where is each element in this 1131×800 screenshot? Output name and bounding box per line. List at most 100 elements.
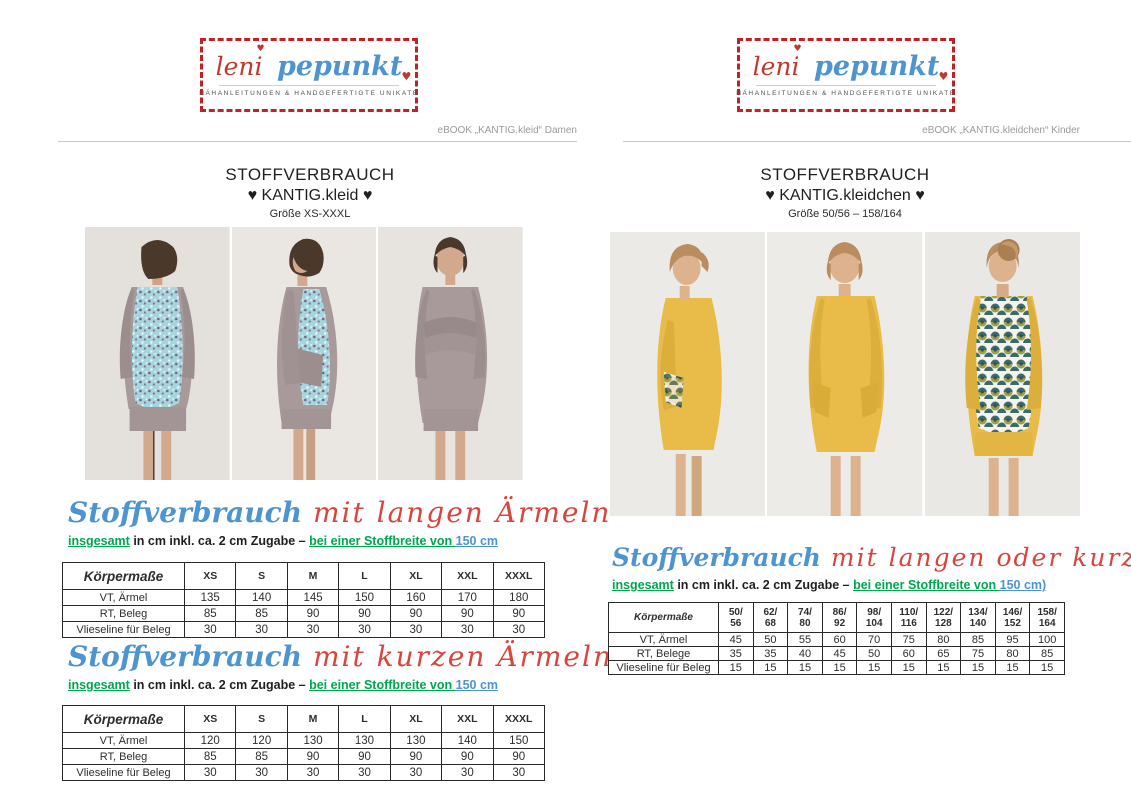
ebook-label-right: eBOOK „KANTIG.kleidchen“ Kinder xyxy=(922,125,1080,136)
table-cell: 100 xyxy=(1029,632,1065,647)
row-label: Vlieseline für Beleg xyxy=(62,764,185,781)
table-cell: 30 xyxy=(492,621,546,638)
row-label: VT, Ärmel xyxy=(608,632,719,647)
size-column-header: XS xyxy=(183,562,237,590)
table-cell: 60 xyxy=(890,646,927,661)
size-column-header: M xyxy=(286,705,340,733)
table-cell: 85 xyxy=(1029,646,1065,661)
table-cell: 135 xyxy=(183,589,237,606)
heading-word-stoffverbrauch: Stoffverbrauch xyxy=(612,543,821,572)
table-row: Vlieseline für Beleg 30 30 30 30 30 30 30 xyxy=(62,621,546,638)
kids-dress-photo-front-view xyxy=(767,232,923,516)
size-column-header: 50/56 xyxy=(718,602,754,633)
table-cell: 30 xyxy=(286,621,340,638)
table-row: VT, Ärmel 45 50 55 60 70 75 80 85 95 100 xyxy=(608,632,1065,647)
size-column-header: L xyxy=(338,705,391,733)
size-column-header: 146/152 xyxy=(994,602,1031,633)
table-cell: 130 xyxy=(286,732,340,749)
brand-name-pepunkt: pepunkt ♥ xyxy=(276,51,412,83)
brand-tagline: NÄHANLEITUNGEN & HANDGEFERTIGTE UNIKATE xyxy=(736,90,956,97)
table-cell: 30 xyxy=(286,764,340,781)
size-column-header: XXL xyxy=(441,705,494,733)
row-label: RT, Beleg xyxy=(62,748,185,765)
brand-name: leni ♥ pepunkt ♥ xyxy=(216,45,412,83)
note-insgesamt: insgesamt xyxy=(68,534,130,548)
note-width-value: 150 cm) xyxy=(999,578,1047,592)
heading-words-sleeve-variant: mit langen oder kurzen Ärmeln xyxy=(830,543,1131,572)
table-cell: 90 xyxy=(338,748,391,765)
size-column-header: L xyxy=(338,562,391,590)
size-column-header: XL xyxy=(389,705,443,733)
table-cell: 50 xyxy=(856,646,892,661)
table-cell: 30 xyxy=(389,621,443,638)
photo-strip-women xyxy=(85,227,524,480)
kids-dress-photo-back-view xyxy=(924,232,1080,516)
table-cell: 15 xyxy=(925,660,962,675)
table-cell: 180 xyxy=(492,589,546,606)
table-row: RT, Beleg 85 85 90 90 90 90 90 xyxy=(62,605,546,622)
table-cell: 90 xyxy=(338,605,391,622)
table-cell: 60 xyxy=(821,632,858,647)
header-rule-right xyxy=(623,141,1131,142)
table-cell: 95 xyxy=(994,632,1031,647)
table-cell: 45 xyxy=(821,646,858,661)
note-width-value: 150 cm xyxy=(455,678,499,692)
size-range: Größe 50/56 – 158/164 xyxy=(788,208,902,220)
size-column-header: XS xyxy=(183,705,237,733)
title-block-right: STOFFVERBRAUCH ♥ KANTIG.kleidchen ♥ Größ… xyxy=(535,164,1131,222)
table-cell: 40 xyxy=(787,646,823,661)
table-cell: 15 xyxy=(752,660,789,675)
size-column-header: 98/104 xyxy=(856,602,892,633)
dress-photo-front-view xyxy=(378,227,524,480)
note-insgesamt: insgesamt xyxy=(68,678,130,692)
table-cell: 85 xyxy=(183,605,237,622)
table-cell: 85 xyxy=(235,748,288,765)
size-column-header: XXXL xyxy=(492,562,546,590)
fabric-note-line: insgesamt in cm inkl. ca. 2 cm Zugabe – … xyxy=(612,578,1046,592)
note-insgesamt: insgesamt xyxy=(612,578,674,592)
heading-words-sleeve-variant: mit langen Ärmeln xyxy=(302,496,612,529)
table-cell: 80 xyxy=(994,646,1031,661)
size-column-header: S xyxy=(235,705,288,733)
size-column-header: XXL xyxy=(441,562,494,590)
size-column-header: 62/68 xyxy=(752,602,789,633)
table-cell: 90 xyxy=(389,748,443,765)
table-cell: 150 xyxy=(492,732,546,749)
table-cell: 30 xyxy=(235,621,288,638)
brand-name: leni ♥ pepunkt ♥ xyxy=(753,45,949,83)
row-label: Vlieseline für Beleg xyxy=(62,621,185,638)
fabric-table-short-sleeves: Körpermaße XS S M L XL XXL XXXL VT, Ärmel 120 120 1… xyxy=(62,705,546,781)
table-cell: 35 xyxy=(718,646,754,661)
table-cell: 15 xyxy=(787,660,823,675)
size-column-header: 134/140 xyxy=(960,602,996,633)
heart-icon: ♥ xyxy=(256,44,265,54)
table-cell: 130 xyxy=(338,732,391,749)
table-cell: 35 xyxy=(752,646,789,661)
note-fabric-width: bei einer Stoffbreite von xyxy=(853,578,1000,592)
table-cell: 140 xyxy=(235,589,288,606)
size-column-header: XXXL xyxy=(492,705,546,733)
table-cell: 30 xyxy=(441,621,494,638)
table-cell: 90 xyxy=(441,748,494,765)
table-cell: 30 xyxy=(338,621,391,638)
page-title: STOFFVERBRAUCH xyxy=(225,165,395,184)
table-cell: 65 xyxy=(925,646,962,661)
note-allowance: in cm inkl. ca. 2 cm Zugabe – xyxy=(673,578,854,592)
fabric-note-line: insgesamt in cm inkl. ca. 2 cm Zugabe – … xyxy=(68,534,498,548)
table-cell: 15 xyxy=(718,660,754,675)
table-row: RT, Beleg 85 85 90 90 90 90 90 xyxy=(62,748,546,765)
table-cell: 30 xyxy=(492,764,546,781)
table-row: RT, Belege 35 35 40 45 50 60 65 75 80 85 xyxy=(608,646,1065,661)
heart-icon: ♥ xyxy=(938,70,949,83)
table-row: Vlieseline für Beleg 15 15 15 15 15 15 15 15 15 15 xyxy=(608,660,1065,675)
dress-photo-side-view xyxy=(231,227,377,480)
table-row: VT, Ärmel 135 140 145 150 160 170 180 xyxy=(62,589,546,606)
table-cell: 90 xyxy=(286,748,340,765)
size-column-header: 158/164 xyxy=(1029,602,1065,633)
table-cell: 30 xyxy=(183,764,237,781)
size-column-header: M xyxy=(286,562,340,590)
table-corner-header: Körpermaße xyxy=(608,602,719,633)
table-cell: 145 xyxy=(286,589,340,606)
size-column-header: S xyxy=(235,562,288,590)
